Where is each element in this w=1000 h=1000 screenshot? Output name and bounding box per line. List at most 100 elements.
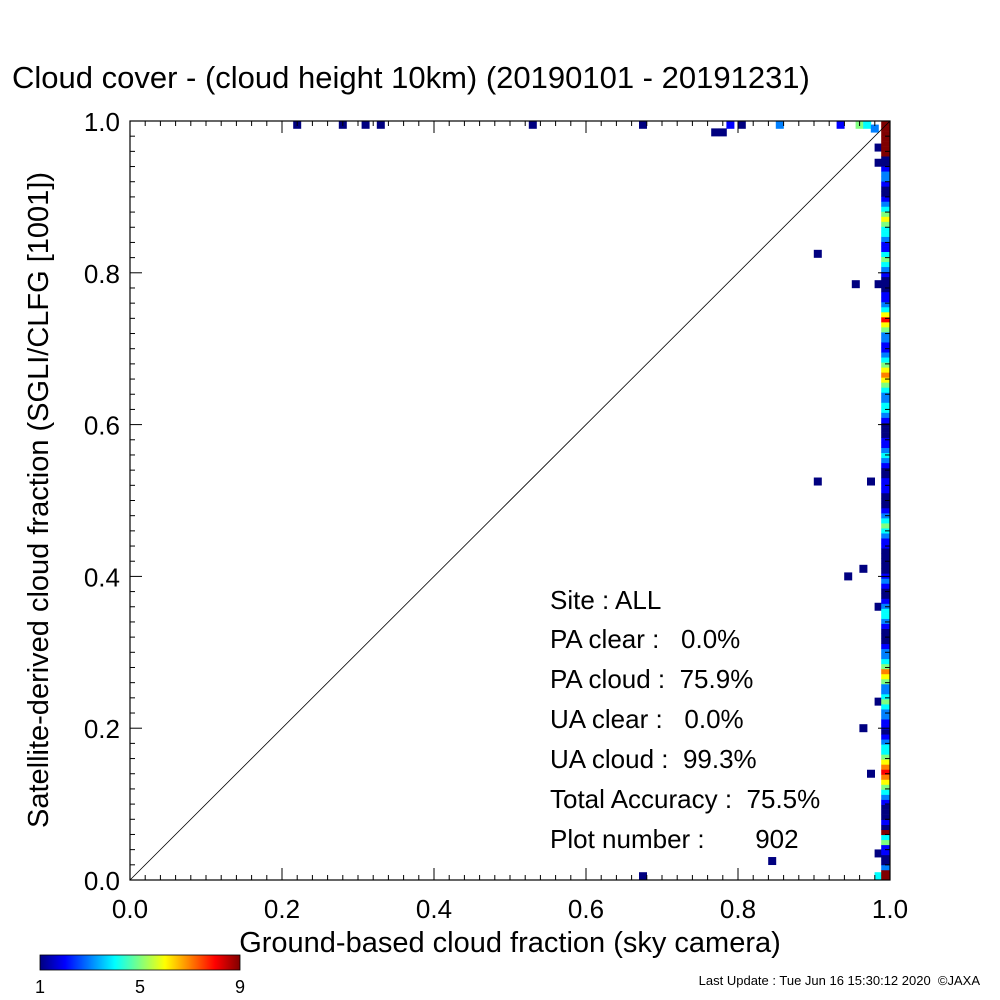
data-cell-5 bbox=[639, 120, 647, 129]
y-tick-label-3: 0.6 bbox=[84, 411, 120, 441]
edge-cell-112 bbox=[881, 312, 891, 318]
data-cell-14 bbox=[870, 124, 879, 133]
y-tick-label-0: 0.0 bbox=[84, 866, 120, 896]
edge-cell-39 bbox=[881, 678, 891, 685]
edge-cell-29 bbox=[881, 729, 891, 735]
edge-cell-89 bbox=[881, 427, 891, 433]
edge-cell-35 bbox=[881, 699, 891, 705]
edge-cell-14 bbox=[881, 804, 891, 810]
edge-cell-77 bbox=[881, 487, 891, 494]
edge-cell-149 bbox=[881, 126, 891, 132]
edge-cell-18 bbox=[881, 784, 891, 790]
edge-cell-37 bbox=[881, 688, 891, 695]
chart-title: Cloud cover - (cloud height 10km) (20190… bbox=[12, 60, 810, 95]
data-cell-25 bbox=[874, 697, 883, 706]
edge-cell-56 bbox=[881, 593, 891, 599]
stat-pa-clear: PA clear : 0.0% bbox=[550, 624, 740, 654]
edge-cell-30 bbox=[881, 724, 891, 730]
x-tick-label-3: 0.6 bbox=[568, 894, 604, 924]
stat-ua-clear: UA clear : 0.0% bbox=[550, 704, 744, 734]
data-cell-26 bbox=[859, 724, 868, 733]
data-cell-11 bbox=[836, 120, 845, 129]
data-cell-4 bbox=[528, 120, 537, 129]
x-axis-label: Ground-based cloud fraction (sky camera) bbox=[239, 927, 781, 959]
edge-cell-137 bbox=[881, 186, 891, 192]
edge-cell-134 bbox=[881, 201, 891, 207]
edge-cell-92 bbox=[881, 412, 891, 418]
data-cell-19 bbox=[874, 280, 883, 289]
edge-cell-109 bbox=[881, 327, 891, 333]
y-tick-labels: 0.0 0.2 0.4 0.6 0.8 1.0 bbox=[84, 107, 120, 896]
edge-cell-62 bbox=[881, 563, 891, 569]
edge-cell-91 bbox=[881, 417, 891, 423]
edge-cell-126 bbox=[881, 241, 891, 247]
edge-cell-50 bbox=[881, 623, 891, 629]
edge-cell-136 bbox=[881, 191, 891, 197]
edge-cell-3 bbox=[881, 859, 891, 866]
data-cell-30 bbox=[639, 872, 647, 881]
edge-cell-146 bbox=[881, 141, 891, 147]
stat-pa-cloud: PA cloud : 75.9% bbox=[550, 664, 753, 694]
edge-cell-43 bbox=[881, 658, 891, 665]
edge-cell-11 bbox=[881, 819, 891, 826]
y-tick-label-2: 0.4 bbox=[84, 562, 120, 592]
edge-cell-4 bbox=[881, 854, 891, 861]
edge-cell-115 bbox=[881, 296, 891, 303]
edge-cell-106 bbox=[881, 342, 891, 348]
edge-cell-70 bbox=[881, 523, 891, 529]
data-cell-31 bbox=[874, 872, 883, 881]
edge-cell-54 bbox=[881, 603, 891, 609]
edge-cell-98 bbox=[881, 382, 891, 388]
data-cell-20 bbox=[813, 477, 822, 486]
edge-cell-5 bbox=[881, 849, 891, 856]
edge-cell-0 bbox=[881, 874, 891, 881]
colorbar-label-1: 5 bbox=[135, 977, 145, 997]
edge-cell-122 bbox=[881, 261, 891, 268]
x-tick-label-4: 0.8 bbox=[720, 894, 756, 924]
edge-cell-55 bbox=[881, 598, 891, 604]
edge-cell-145 bbox=[881, 146, 891, 152]
edge-cell-38 bbox=[881, 683, 891, 690]
edge-cell-58 bbox=[881, 583, 891, 589]
edge-cell-47 bbox=[881, 638, 891, 645]
data-cell-6 bbox=[711, 128, 720, 137]
y-tick-label-5: 1.0 bbox=[84, 107, 120, 137]
y-axis-label: Satellite-derived cloud fraction (SGLI/C… bbox=[23, 172, 55, 828]
edge-cell-138 bbox=[881, 181, 891, 187]
edge-cell-116 bbox=[881, 291, 891, 298]
edge-cell-88 bbox=[881, 432, 891, 438]
edge-cell-108 bbox=[881, 332, 891, 338]
edge-cell-120 bbox=[881, 271, 891, 278]
edge-cell-129 bbox=[881, 226, 891, 232]
data-cell-27 bbox=[867, 769, 875, 778]
data-cell-29 bbox=[874, 849, 883, 858]
edge-cell-123 bbox=[881, 256, 891, 263]
colorbar-label-2: 9 bbox=[235, 977, 245, 997]
edge-cell-59 bbox=[881, 578, 891, 584]
data-cell-22 bbox=[859, 564, 868, 573]
axis-ticks bbox=[129, 120, 891, 881]
edge-cell-17 bbox=[881, 789, 891, 795]
edge-cell-128 bbox=[881, 231, 891, 237]
stat-site: Site : ALL bbox=[550, 585, 661, 615]
edge-cell-33 bbox=[881, 709, 891, 715]
edge-cell-28 bbox=[881, 734, 891, 740]
edge-cell-79 bbox=[881, 477, 891, 484]
edge-cell-34 bbox=[881, 704, 891, 710]
edge-cell-73 bbox=[881, 508, 891, 514]
edge-cell-71 bbox=[881, 518, 891, 524]
edge-cell-64 bbox=[881, 553, 891, 559]
reference-diagonal bbox=[129, 120, 891, 881]
edge-cell-143 bbox=[881, 156, 891, 162]
colorbar bbox=[39, 954, 241, 971]
edge-cell-1 bbox=[881, 869, 891, 876]
edge-cell-16 bbox=[881, 794, 891, 800]
edge-cell-61 bbox=[881, 568, 891, 574]
data-cell-28 bbox=[768, 857, 777, 866]
edge-cell-80 bbox=[881, 472, 891, 479]
edge-cell-95 bbox=[881, 397, 891, 403]
edge-cell-65 bbox=[881, 548, 891, 554]
data-cell-24 bbox=[874, 602, 883, 611]
edge-cell-21 bbox=[881, 769, 891, 775]
edge-cell-76 bbox=[881, 492, 891, 499]
